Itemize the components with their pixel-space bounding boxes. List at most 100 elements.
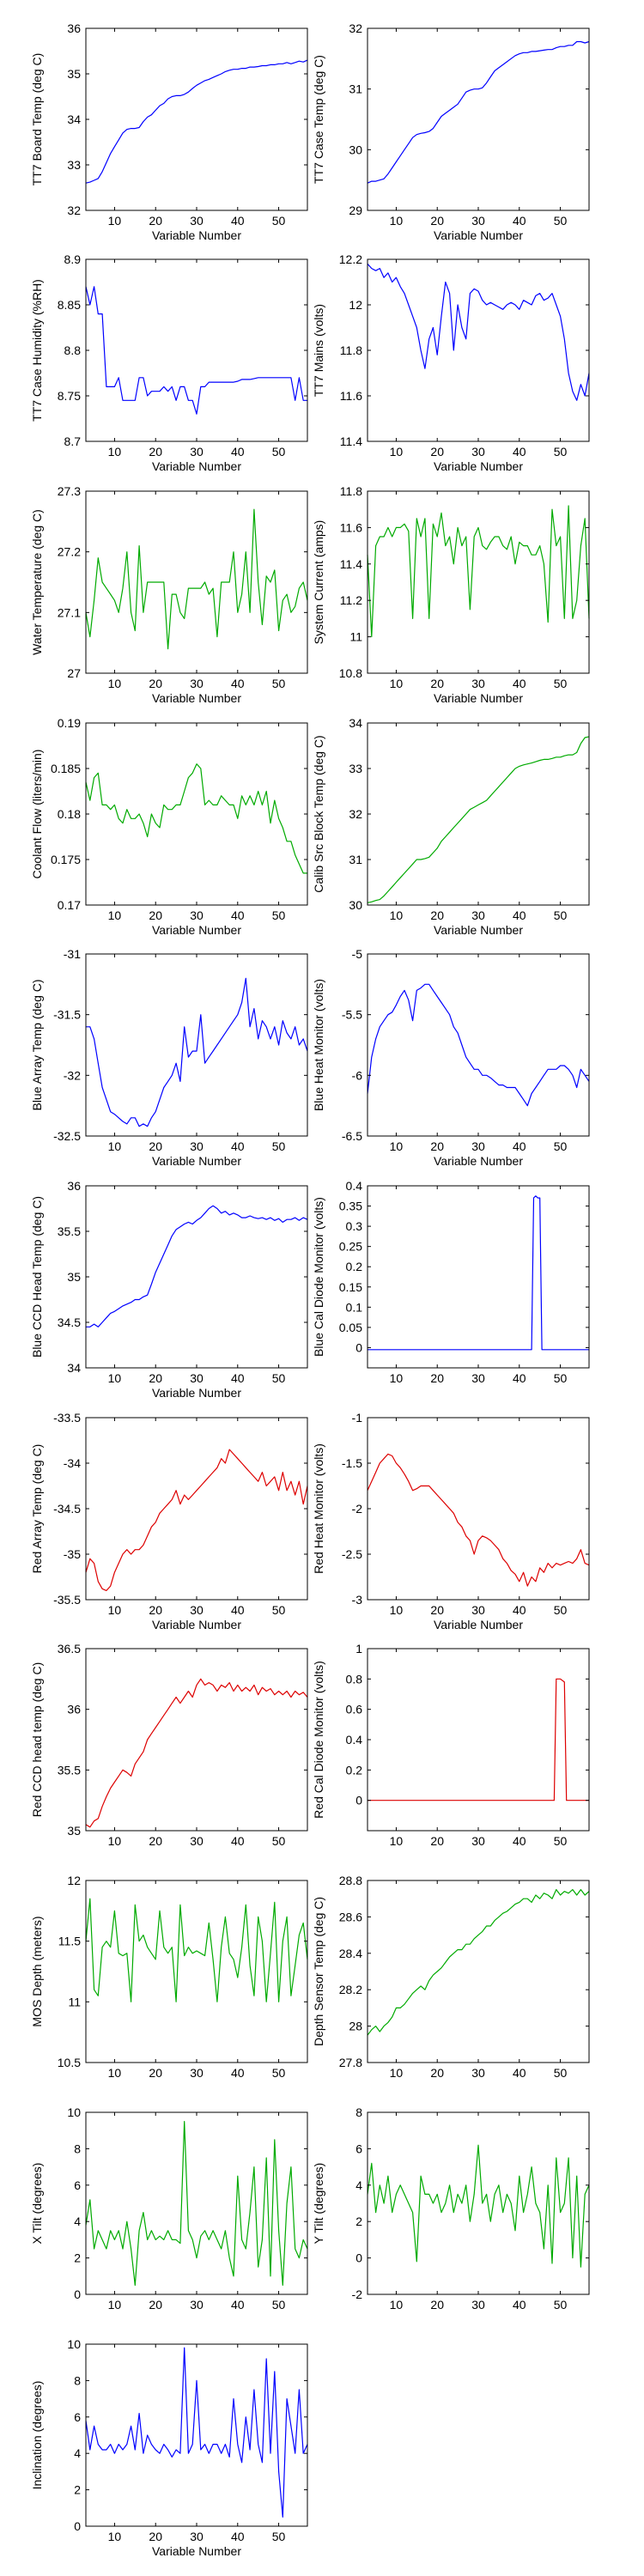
y-tick-label: 11: [349, 630, 362, 644]
x-tick-label: 50: [554, 677, 568, 690]
y-tick-label: 8.7: [64, 434, 82, 448]
x-tick-label: 10: [108, 1139, 122, 1153]
plot-frame: [367, 2111, 590, 2295]
x-tick-label: 50: [554, 1371, 568, 1385]
y-tick-label: 0.8: [346, 1672, 363, 1686]
y-axis-label: Red Heat Monitor (volts): [312, 1443, 325, 1574]
series-line: [86, 977, 308, 1127]
x-tick-label: 20: [430, 908, 444, 922]
plot-frame: [367, 1417, 590, 1601]
x-tick-label: 40: [513, 677, 526, 690]
y-tick-label: -35: [64, 1547, 81, 1561]
y-tick-label: -32.5: [53, 1129, 81, 1143]
y-tick-label: 0.4: [346, 1179, 363, 1193]
x-tick-label: 10: [108, 2066, 122, 2080]
chart-panel-8: 10 20 30 40 50 -32.5 -32 -31.5 -31 Variable Numbe…: [30, 947, 308, 1168]
x-tick-label: 30: [471, 677, 485, 690]
x-tick-label: 50: [554, 1139, 568, 1153]
y-tick-label: 2: [74, 2251, 81, 2265]
series-line: [85, 59, 308, 184]
y-tick-label: 11.8: [340, 484, 362, 498]
y-axis-label: X Tilt (degrees): [30, 2163, 44, 2245]
y-axis-label: Depth Sensor Temp (deg C): [312, 1897, 325, 2046]
y-tick-label: 0: [355, 1794, 362, 1807]
plot-frame: [85, 1648, 308, 1832]
x-tick-label: 50: [554, 1603, 568, 1617]
y-tick-label: 6: [355, 2142, 362, 2155]
chart-panel-3: 10 20 30 40 50 11.4 11.6 11.8 12 12.2 Variable Num…: [312, 252, 590, 473]
x-tick-label: 40: [231, 1139, 245, 1153]
series-line: [85, 2347, 308, 2518]
x-tick-label: 20: [430, 1603, 444, 1617]
y-tick-label: 0.185: [51, 762, 81, 775]
x-tick-label: 40: [513, 214, 526, 228]
y-tick-label: 4: [74, 2446, 81, 2460]
y-axis-label: Red CCD head temp (deg C): [30, 1662, 44, 1818]
y-axis-label: TT7 Board Temp (deg C): [30, 53, 44, 186]
series-line: [85, 1898, 308, 2002]
y-tick-label: 0: [355, 2251, 362, 2265]
y-tick-label: 12.2: [339, 252, 362, 266]
y-tick-label: 27.1: [58, 605, 81, 619]
y-tick-label: 35: [67, 1270, 81, 1284]
chart-panel-0: 10 20 30 40 50 32 33 34 35 36 Variable Number TT7 B…: [30, 21, 308, 242]
x-tick-label: 40: [513, 1139, 526, 1153]
series-line: [367, 983, 590, 1107]
y-tick-label: 8: [74, 2142, 81, 2155]
x-tick-label: 40: [513, 1834, 526, 1848]
x-tick-label: 40: [231, 2066, 245, 2080]
y-tick-label: 4: [355, 2178, 362, 2192]
chart-panel-4: 10 20 30 40 50 27 27.1 27.2 27.3 Variable Number W…: [30, 484, 308, 705]
x-tick-label: 10: [390, 677, 404, 690]
y-tick-label: 8: [355, 2105, 362, 2119]
x-tick-label: 30: [471, 214, 485, 228]
x-tick-label: 10: [108, 908, 122, 922]
x-axis-label: Variable Number: [434, 1154, 523, 1168]
x-tick-label: 50: [272, 2530, 286, 2543]
y-tick-label: 10: [67, 2105, 81, 2119]
y-tick-label: 28.4: [339, 1947, 362, 1960]
chart-panel-16: 10 20 30 40 50 10.5 11 11.5 12 MOS Depth (meters): [30, 1874, 308, 2080]
y-tick-label: 0.17: [58, 898, 81, 912]
y-tick-label: -31.5: [53, 1008, 81, 1022]
chart-panel-1: 10 20 30 40 50 29 30 31 32 Variable Number TT7 Cas…: [312, 21, 590, 242]
x-tick-label: 40: [513, 445, 526, 459]
y-tick-label: 35.5: [58, 1763, 81, 1777]
chart-panel-13: 10 20 30 40 50 -3 -2.5 -2 -1.5 -1 Variable Number R…: [312, 1411, 590, 1631]
y-tick-label: 10: [67, 2337, 81, 2351]
x-tick-label: 30: [190, 908, 204, 922]
series-line: [85, 1678, 308, 1828]
series-line: [367, 1453, 590, 1587]
plot-frame: [85, 27, 308, 211]
y-axis-label: Red Cal Diode Monitor (volts): [312, 1661, 325, 1819]
y-tick-label: -1: [352, 1411, 363, 1425]
y-tick-label: -6: [352, 1068, 363, 1082]
x-tick-label: 40: [231, 1603, 245, 1617]
y-tick-label: 29: [349, 204, 362, 217]
x-tick-label: 50: [554, 2298, 568, 2312]
y-tick-label: 33: [67, 158, 81, 172]
x-tick-label: 20: [149, 2066, 162, 2080]
y-tick-label: 11: [68, 1995, 81, 2008]
plot-frame: [367, 1185, 590, 1369]
x-tick-label: 50: [272, 1139, 286, 1153]
x-tick-label: 30: [190, 214, 204, 228]
series-line: [367, 505, 590, 638]
x-tick-label: 30: [471, 2066, 485, 2080]
y-tick-label: 27.3: [58, 484, 81, 498]
y-axis-label: Red Array Temp (deg C): [30, 1444, 44, 1574]
y-tick-label: 32: [349, 807, 362, 821]
x-tick-label: 30: [471, 1139, 485, 1153]
x-tick-label: 20: [149, 677, 162, 690]
x-tick-label: 10: [108, 677, 122, 690]
x-tick-label: 30: [471, 1371, 485, 1385]
y-tick-label: 0.2: [346, 1763, 363, 1777]
y-tick-label: 35.5: [58, 1224, 81, 1238]
x-tick-label: 40: [513, 1371, 526, 1385]
x-tick-label: 50: [554, 214, 568, 228]
y-tick-label: 2: [74, 2483, 81, 2497]
x-tick-label: 30: [471, 445, 485, 459]
series-line: [85, 286, 307, 415]
y-tick-label: 0.18: [58, 807, 81, 821]
y-tick-label: 36.5: [58, 1642, 81, 1656]
